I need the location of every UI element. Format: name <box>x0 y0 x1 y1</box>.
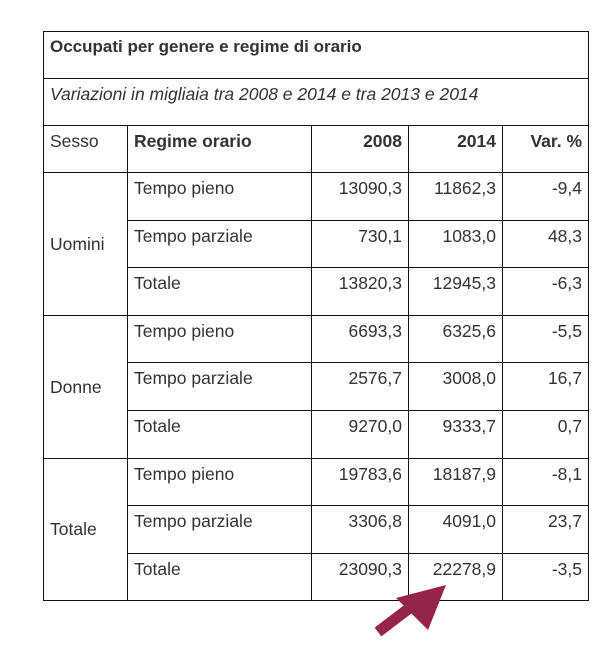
employment-table: Occupati per genere e regime di orario V… <box>42 31 590 602</box>
regime-cell: Tempo parziale <box>127 362 312 411</box>
regime-cell: Tempo pieno <box>127 172 312 221</box>
table-row: Donne Tempo pieno 6693,3 6325,6 -5,5 <box>43 314 590 459</box>
table-row: Totale 13820,3 12945,3 -6,3 <box>44 267 590 316</box>
value-2008-cell: 9270,0 <box>311 409 409 459</box>
var-percent-cell: -6,3 <box>501 267 590 316</box>
table-subtitle: Variazioni in migliaia tra 2008 e 2014 e… <box>42 78 590 126</box>
var-percent-cell: 23,7 <box>501 505 590 554</box>
value-2008-cell: 19783,6 <box>311 457 409 507</box>
sesso-cell: Donne <box>43 314 128 459</box>
regime-cell: Tempo parziale <box>127 505 312 554</box>
var-percent-cell: -8,1 <box>501 457 590 507</box>
value-2008-cell: 23090,3 <box>311 552 409 602</box>
value-2008-cell: 3306,8 <box>311 505 409 554</box>
regime-cell: Totale <box>127 552 312 602</box>
table-row: Totale 23090,3 22278,9 -3,5 <box>44 552 590 602</box>
table-row: Tempo parziale 730,1 1083,0 48,3 <box>44 219 590 269</box>
value-2014-cell: 3008,0 <box>408 362 503 411</box>
sesso-cell: Uomini <box>43 172 128 316</box>
var-percent-cell: 16,7 <box>501 362 590 411</box>
value-2008-cell: 730,1 <box>311 219 409 269</box>
header-row: Sesso Regime orario 2008 2014 Var. % <box>43 125 590 173</box>
value-2014-cell: 22278,9 <box>408 552 503 602</box>
sesso-cell: Totale <box>43 457 128 602</box>
table-title: Occupati per genere e regime di orario <box>42 31 590 79</box>
regime-cell: Totale <box>127 409 312 459</box>
var-percent-cell: 0,7 <box>501 409 590 459</box>
table-row: Tempo parziale 3306,8 4091,0 23,7 <box>44 505 590 554</box>
value-2008-cell: 2576,7 <box>311 362 409 411</box>
table-row: Tempo parziale 2576,7 3008,0 16,7 <box>44 362 590 411</box>
table-row: Totale 9270,0 9333,7 0,7 <box>44 409 590 459</box>
var-percent-cell: -5,5 <box>501 314 590 364</box>
value-2014-cell: 4091,0 <box>408 505 503 554</box>
header-var: Var. % <box>501 125 590 173</box>
table-row: Uomini Tempo pieno 13090,3 11862,3 -9,4 <box>43 172 590 316</box>
value-2014-cell: 1083,0 <box>408 219 503 269</box>
var-percent-cell: 48,3 <box>501 219 590 269</box>
regime-cell: Totale <box>127 267 312 316</box>
regime-cell: Tempo parziale <box>127 219 312 269</box>
value-2014-cell: 11862,3 <box>408 172 503 221</box>
var-percent-cell: -3,5 <box>501 552 590 602</box>
value-2008-cell: 13090,3 <box>311 172 409 221</box>
header-regime: Regime orario <box>127 125 312 173</box>
var-percent-cell: -9,4 <box>501 172 590 221</box>
